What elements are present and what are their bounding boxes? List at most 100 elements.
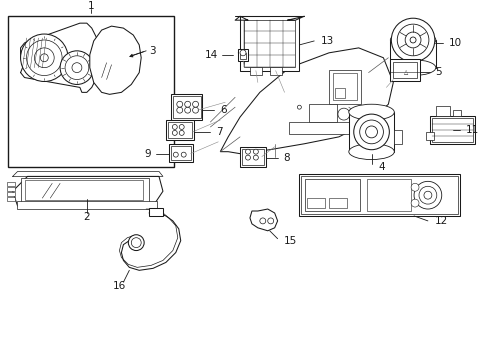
Circle shape — [245, 155, 250, 160]
Bar — [240, 53, 246, 59]
Text: 6: 6 — [220, 105, 227, 115]
Circle shape — [240, 50, 246, 56]
Circle shape — [181, 152, 186, 157]
Bar — [391, 40, 436, 68]
PathPatch shape — [90, 26, 141, 94]
Circle shape — [253, 155, 258, 160]
Circle shape — [360, 120, 383, 144]
Bar — [333, 73, 357, 100]
Text: 12: 12 — [435, 216, 448, 226]
Bar — [393, 62, 417, 77]
Circle shape — [185, 101, 191, 107]
Circle shape — [414, 181, 442, 209]
Bar — [299, 175, 460, 216]
Circle shape — [26, 40, 62, 76]
Bar — [329, 69, 361, 104]
Bar — [21, 178, 149, 203]
Bar — [242, 149, 264, 165]
Bar — [394, 130, 402, 144]
Bar — [7, 197, 15, 201]
Circle shape — [260, 218, 266, 224]
Polygon shape — [250, 209, 278, 231]
Text: 8: 8 — [284, 153, 290, 163]
Bar — [391, 59, 420, 81]
Circle shape — [179, 130, 184, 135]
Ellipse shape — [349, 104, 394, 120]
Circle shape — [40, 54, 48, 62]
Circle shape — [419, 186, 437, 204]
Circle shape — [72, 63, 82, 73]
Bar — [301, 176, 458, 214]
Circle shape — [193, 107, 198, 113]
Bar — [250, 67, 262, 75]
Circle shape — [405, 32, 421, 48]
Circle shape — [65, 56, 89, 80]
Circle shape — [410, 37, 416, 43]
Circle shape — [60, 51, 94, 85]
Text: 4: 4 — [378, 162, 385, 171]
Bar — [335, 89, 345, 98]
Circle shape — [411, 183, 419, 191]
Circle shape — [185, 107, 191, 113]
Text: 16: 16 — [113, 281, 126, 291]
Text: 3: 3 — [149, 46, 155, 56]
Text: 13: 13 — [321, 36, 334, 46]
Bar — [168, 122, 192, 138]
Bar — [24, 180, 143, 200]
Bar — [432, 118, 473, 142]
Bar — [453, 110, 461, 116]
Bar — [270, 67, 282, 75]
Circle shape — [179, 125, 184, 130]
Bar — [7, 192, 15, 196]
Bar — [305, 179, 360, 211]
Circle shape — [177, 101, 183, 107]
Ellipse shape — [391, 32, 436, 48]
Bar — [367, 179, 411, 211]
Text: 7: 7 — [216, 127, 223, 137]
Text: 14: 14 — [205, 50, 219, 60]
Bar — [290, 122, 354, 134]
Bar — [309, 104, 337, 122]
Circle shape — [131, 238, 141, 248]
Text: 5: 5 — [435, 67, 441, 77]
Bar — [171, 94, 202, 120]
Circle shape — [424, 191, 432, 199]
Bar — [17, 201, 157, 209]
Bar — [349, 112, 394, 152]
Circle shape — [411, 199, 419, 207]
Bar — [149, 208, 163, 216]
Circle shape — [253, 149, 258, 154]
Circle shape — [128, 235, 144, 251]
Bar — [240, 16, 299, 71]
Text: 15: 15 — [284, 236, 297, 246]
Bar — [307, 198, 325, 208]
Circle shape — [268, 218, 274, 224]
Ellipse shape — [349, 144, 394, 159]
Text: 2: 2 — [83, 212, 90, 222]
Bar — [426, 132, 434, 140]
Bar — [240, 147, 266, 167]
Circle shape — [297, 105, 301, 109]
Polygon shape — [220, 48, 393, 154]
Text: 10: 10 — [449, 38, 462, 48]
Text: 1: 1 — [87, 1, 94, 12]
Bar — [430, 116, 475, 144]
Text: 9: 9 — [145, 149, 151, 159]
Circle shape — [193, 101, 198, 107]
Circle shape — [245, 149, 250, 154]
Bar — [166, 120, 194, 140]
Bar — [173, 96, 200, 118]
Bar — [329, 198, 347, 208]
Circle shape — [173, 152, 178, 157]
Circle shape — [397, 24, 429, 56]
Circle shape — [392, 18, 435, 62]
Bar — [238, 49, 248, 61]
Bar — [7, 182, 15, 186]
Bar — [244, 20, 295, 67]
Circle shape — [354, 114, 390, 150]
Circle shape — [177, 107, 183, 113]
Text: △: △ — [404, 69, 408, 74]
Circle shape — [366, 126, 377, 138]
Polygon shape — [13, 176, 163, 206]
Bar — [171, 146, 191, 159]
